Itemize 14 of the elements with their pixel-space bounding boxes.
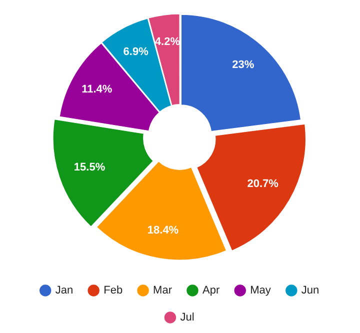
data-label: 4.2%	[154, 36, 180, 48]
data-label: 23%	[232, 58, 254, 71]
data-label: 18.4%	[147, 224, 179, 237]
legend-label: Apr	[202, 284, 220, 297]
legend-label: May	[250, 284, 272, 297]
legend-label: Jun	[301, 284, 320, 297]
data-label: 20.7%	[247, 178, 279, 190]
legend-label: Feb	[104, 284, 123, 297]
legend-label: Jan	[55, 284, 74, 297]
data-label: 11.4%	[82, 83, 112, 96]
data-label: 6.9%	[123, 46, 149, 58]
legend-label: Jul	[180, 312, 194, 324]
legend-label: Mar	[153, 284, 172, 297]
data-label: 15.5%	[74, 161, 106, 174]
